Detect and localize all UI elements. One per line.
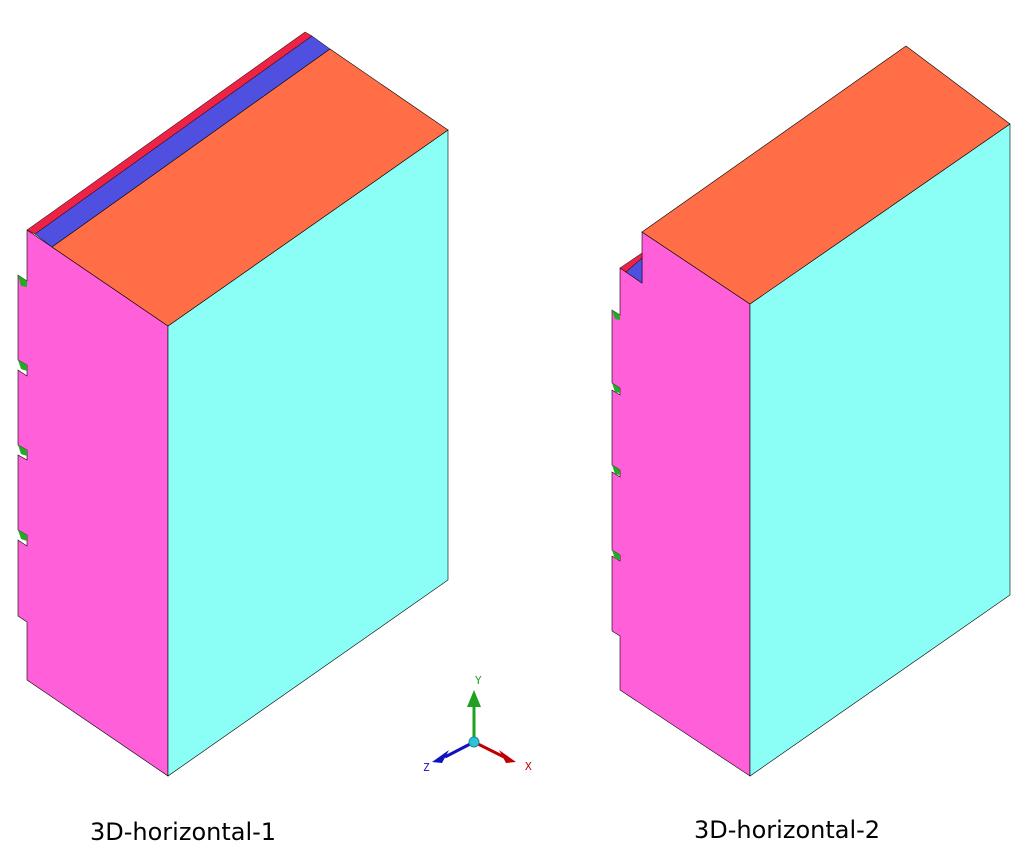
side-face xyxy=(611,231,751,777)
x-axis-arrow xyxy=(499,750,516,763)
y-axis-arrow xyxy=(467,690,481,707)
x-axis-line xyxy=(473,740,505,759)
notch-marker xyxy=(612,550,620,560)
caption-3d-horizontal-1: 3D-horizontal-1 xyxy=(90,818,277,846)
notch-marker xyxy=(18,530,27,541)
top-face xyxy=(51,48,449,327)
z-axis-label: Z xyxy=(423,761,430,774)
notch-marker xyxy=(18,275,27,287)
model-3d-horizontal-1 xyxy=(17,31,449,777)
x-axis-label: X xyxy=(525,760,532,773)
blue-layer xyxy=(625,257,643,284)
notch-marker xyxy=(612,465,620,475)
notch-marker xyxy=(18,360,27,371)
notch-marker xyxy=(612,310,620,320)
side-face xyxy=(17,229,169,777)
axis-origin xyxy=(468,736,480,748)
z-axis-arrow xyxy=(432,750,449,763)
top-face xyxy=(641,45,1011,305)
model-3d-horizontal-2 xyxy=(611,45,1011,777)
y-axis-label: Y xyxy=(475,674,482,687)
caption-3d-horizontal-2: 3D-horizontal-2 xyxy=(694,816,881,844)
notch-marker xyxy=(18,445,27,456)
axis-triad: Y X Z xyxy=(423,674,532,774)
notch-marker xyxy=(612,383,620,393)
